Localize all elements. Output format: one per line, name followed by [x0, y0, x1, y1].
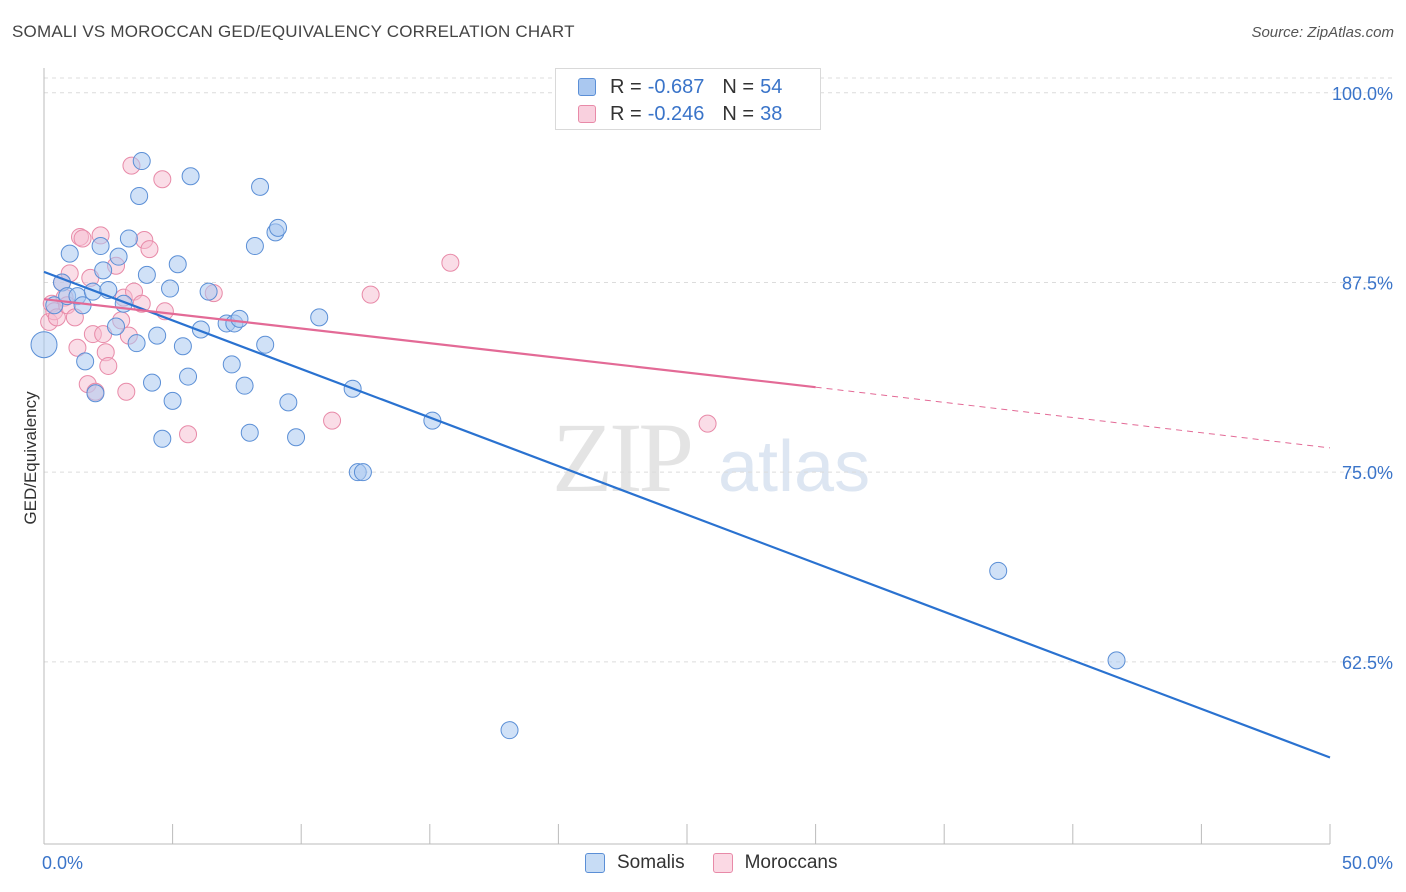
trend-layer [43, 270, 1331, 759]
somali-point [240, 423, 259, 442]
somali-point [76, 352, 95, 371]
y-tick-label: 87.5% [1342, 273, 1393, 293]
somali-point [173, 337, 192, 356]
points-layer [30, 152, 1126, 740]
somalis-swatch [578, 78, 596, 96]
correlation-legend: R = -0.687 N = 54 R = -0.246 N = 38 [555, 68, 821, 130]
y-tick-label: 75.0% [1342, 463, 1393, 483]
somali-point [222, 355, 241, 374]
moroccans-trend-line [43, 298, 816, 389]
moroccan-point [153, 170, 172, 189]
somali-point [199, 282, 218, 301]
watermark-zip: ZIP [552, 402, 694, 513]
somali-point [161, 279, 180, 298]
legend-row-moroccans: R = -0.246 N = 38 [578, 102, 782, 126]
somalis-legend-swatch [585, 853, 605, 873]
somali-point [132, 152, 151, 171]
moroccans-legend-label: Moroccans [744, 852, 838, 873]
somali-point [310, 308, 329, 327]
somali-point [256, 335, 275, 354]
somali-point [60, 244, 79, 263]
moroccan-point [117, 382, 136, 401]
axes-layer [43, 68, 1331, 845]
somali-point [251, 177, 270, 196]
somali-point [269, 218, 288, 237]
legend-item-moroccans[interactable]: Moroccans [712, 852, 838, 874]
moroccans-n-value: 38 [760, 102, 783, 125]
somali-point [1107, 651, 1126, 670]
moroccan-point [698, 414, 717, 433]
grid-layer [44, 77, 1394, 663]
legend-row-somalis: R = -0.687 N = 54 [578, 75, 782, 99]
somali-point [109, 247, 128, 266]
x-tick-label: 50.0% [1342, 853, 1393, 873]
chart-title: SOMALI VS MOROCCAN GED/EQUIVALENCY CORRE… [12, 22, 575, 41]
somali-point [153, 429, 172, 448]
somali-point [86, 384, 105, 403]
moroccan-point [68, 338, 87, 357]
legend-item-somalis[interactable]: Somalis [585, 852, 685, 874]
somali-point [279, 393, 298, 412]
watermark-atlas: atlas [718, 427, 871, 507]
somalis-trend-line [43, 270, 1331, 759]
somali-point [179, 367, 198, 386]
somali-point [130, 186, 149, 205]
somali-point [353, 463, 372, 482]
moroccan-point [323, 411, 342, 430]
somali-point [989, 561, 1008, 580]
somali-point [91, 237, 110, 256]
somali-point [245, 237, 264, 256]
somali-point [163, 391, 182, 410]
somali-point [143, 373, 162, 392]
somalis-n-value: 54 [760, 75, 783, 98]
series-legend: Somalis Moroccans [585, 852, 866, 874]
somali-point [127, 334, 146, 353]
somali-point [168, 255, 187, 274]
somalis-n-label: N = [722, 75, 755, 98]
moroccans-r-label: R = [610, 102, 642, 125]
somali-point [287, 428, 306, 447]
somali-point [230, 309, 249, 328]
moroccan-point [99, 356, 118, 375]
moroccans-r-value: -0.246 [647, 102, 705, 125]
moroccan-point [361, 285, 380, 304]
somali-point [137, 265, 156, 284]
moroccans-trend-extension [815, 386, 1331, 449]
moroccan-point [140, 240, 159, 259]
somalis-r-label: R = [610, 75, 642, 98]
moroccan-point [73, 229, 92, 248]
moroccan-point [441, 253, 460, 272]
y-tick-label: 62.5% [1342, 653, 1393, 673]
somali-point [148, 326, 167, 345]
moroccans-legend-swatch [712, 853, 733, 873]
source-label: Source: ZipAtlas.com [1251, 24, 1394, 41]
somali-point [94, 261, 113, 280]
somali-point [181, 167, 200, 186]
y-tick-label: 100.0% [1332, 84, 1393, 104]
somalis-r-value: -0.687 [647, 75, 705, 98]
labels-layer: 62.5% 75.0% 87.5% 100.0% 0.0% 50.0% GED/Equiva… [21, 84, 1393, 873]
somali-point [119, 229, 138, 248]
somali-point [30, 331, 58, 359]
somali-point [235, 376, 254, 395]
moroccan-point [179, 425, 198, 444]
somali-point [107, 317, 126, 336]
moroccans-swatch [578, 105, 596, 123]
x-tick-label: 0.0% [42, 853, 83, 873]
y-axis-label: GED/Equivalency [21, 391, 40, 525]
somalis-legend-label: Somalis [617, 852, 685, 873]
moroccans-n-label: N = [722, 102, 755, 125]
somali-point [500, 721, 519, 740]
